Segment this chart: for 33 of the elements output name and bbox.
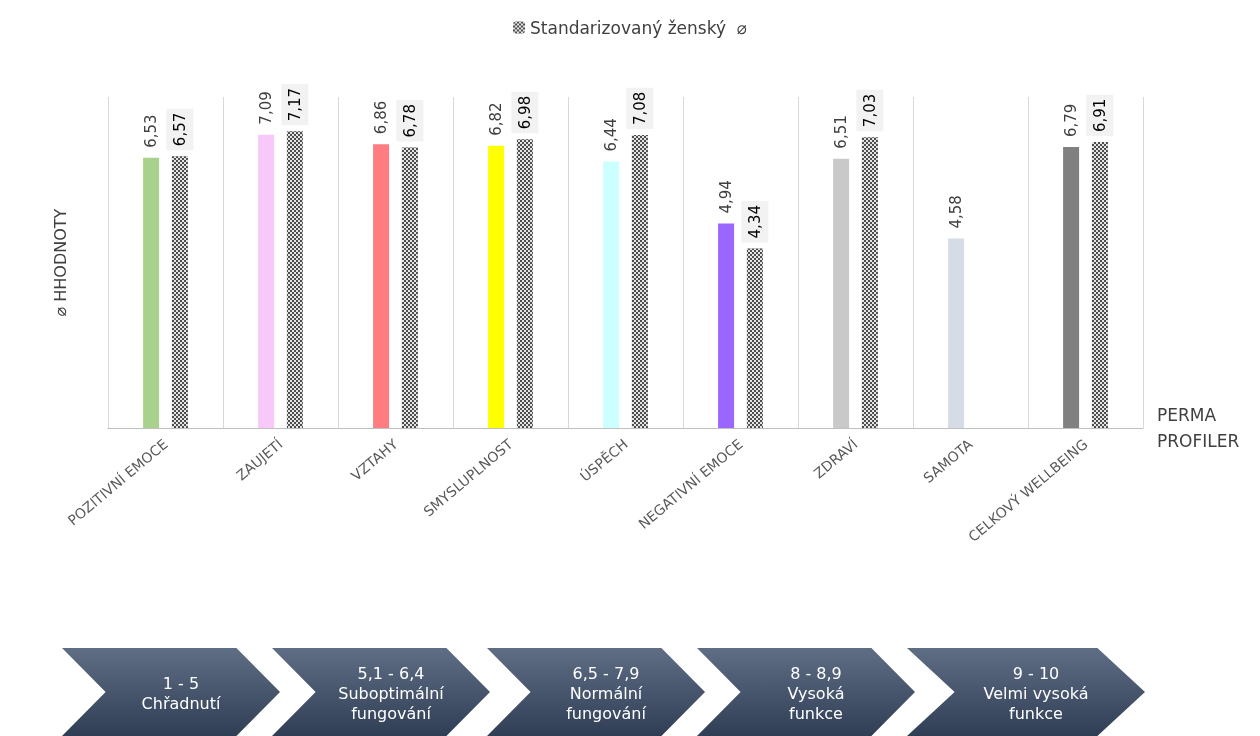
y-axis-title: ⌀ HHODNOTY <box>50 208 70 317</box>
data-label: 7,09 <box>257 91 276 125</box>
data-label: 6,82 <box>487 102 506 136</box>
bar <box>488 145 505 428</box>
data-label: 4,58 <box>947 195 966 229</box>
x-axis-title: PERMA PROFILER <box>1157 405 1240 451</box>
text: 5,1 - 6,4 Suboptimální fungování <box>337 663 445 725</box>
bar <box>143 157 160 428</box>
data-label: 6,79 <box>1062 103 1081 138</box>
bar <box>603 161 620 428</box>
bar <box>1063 147 1080 428</box>
data-label: 6,98 <box>515 95 534 130</box>
bar <box>258 134 275 428</box>
text: 8 - 8,9 Vysoká funkce <box>786 663 846 725</box>
data-label: 6,91 <box>1090 98 1109 133</box>
data-label: 6,78 <box>400 104 419 138</box>
bar <box>373 144 390 428</box>
data-label: 7,03 <box>860 93 879 128</box>
data-label: 6,53 <box>142 114 161 148</box>
legend-label: Standarizovaný ženský ⌀ <box>530 17 747 38</box>
data-label: 6,51 <box>832 115 851 149</box>
data-label: 6,44 <box>602 118 621 152</box>
data-label: 6,57 <box>170 112 189 147</box>
data-label: 4,94 <box>717 180 736 214</box>
data-label: 4,34 <box>745 205 764 239</box>
text: 9 - 10 Velmi vysoká funkce <box>982 663 1090 725</box>
data-label: 7,17 <box>285 87 304 122</box>
bar <box>948 238 965 428</box>
data-label: 7,08 <box>630 91 649 126</box>
bar <box>718 223 735 428</box>
text: 6,5 - 7,9 Normální fungování <box>565 663 647 725</box>
text: 1 - 5 Chřadnutí <box>140 673 222 715</box>
data-label: 6,86 <box>372 100 391 135</box>
